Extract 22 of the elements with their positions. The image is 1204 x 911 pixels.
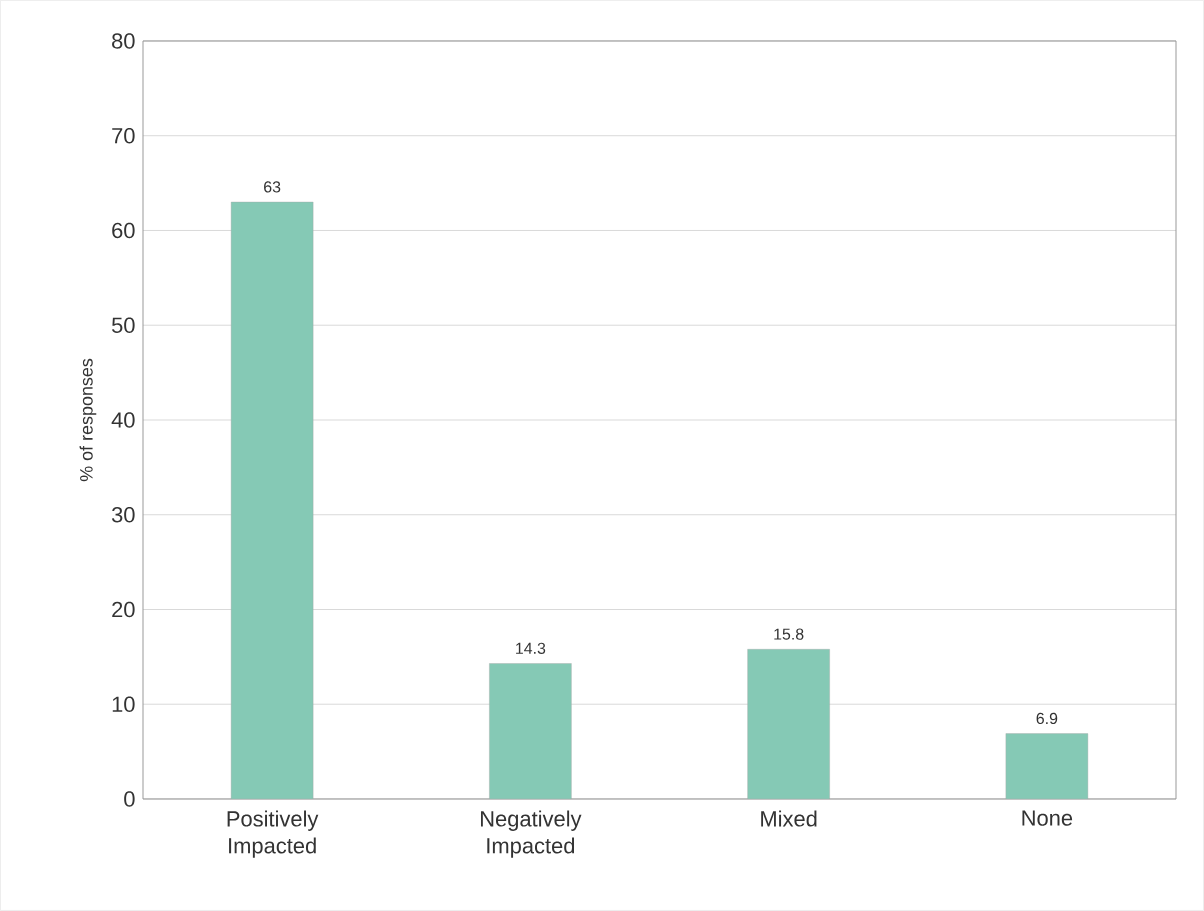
y-tick-label: 20: [112, 601, 135, 618]
bar: [747, 649, 830, 799]
data-label: 14.3: [516, 642, 546, 654]
y-tick-label: 80: [112, 33, 135, 49]
bar: [230, 201, 314, 799]
bar: [1005, 733, 1089, 799]
data-label: 63: [264, 181, 281, 193]
data-label: 15.8: [774, 628, 804, 640]
y-axis-title: % of responses: [79, 358, 97, 482]
x-tick-label: Positively Impacted: [227, 810, 319, 858]
x-tick-label: Negatively Impacted: [481, 810, 582, 858]
bar: [489, 663, 572, 799]
y-tick-label: 0: [124, 791, 135, 807]
y-tick-label: 50: [111, 317, 135, 333]
x-tick-label: Mixed: [761, 810, 817, 827]
data-label: 6.9: [1036, 712, 1058, 725]
x-tick-label: None: [1022, 810, 1073, 826]
y-tick-label: 60: [112, 222, 135, 239]
y-tick-label: 70: [112, 127, 135, 144]
y-tick-label: 10: [112, 696, 135, 712]
y-tick-label: 40: [111, 412, 135, 428]
y-tick-label: 30: [111, 506, 135, 523]
